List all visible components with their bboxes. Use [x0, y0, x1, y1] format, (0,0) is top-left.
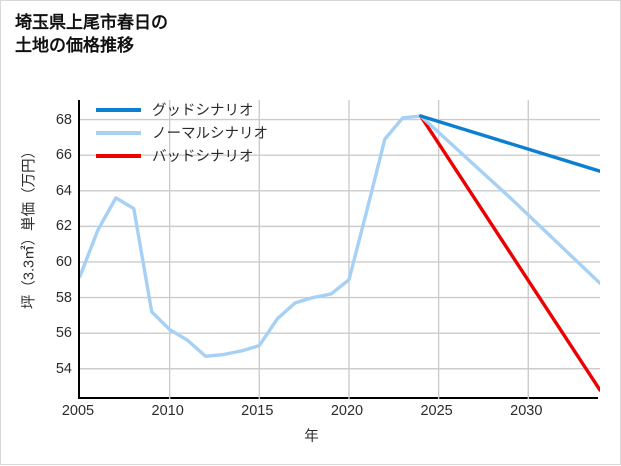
y-axis-tick-label: 68	[55, 111, 72, 128]
legend-label: バッドシナリオ	[152, 149, 254, 165]
y-axis-tick-label: 62	[55, 218, 72, 235]
series-line	[80, 114, 600, 358]
legend-label: ノーマルシナリオ	[152, 126, 268, 142]
series-line	[418, 114, 600, 173]
series-lines	[80, 114, 600, 392]
y-axis-tick-label: 54	[55, 360, 72, 377]
x-axis-tick-label: 2020	[330, 403, 364, 419]
x-axis-tick-label: 2025	[420, 403, 453, 419]
x-axis-tick-label: 2030	[510, 403, 543, 419]
legend-item-bad-scenario[interactable]: バッドシナリオ	[96, 144, 296, 167]
legend-label: グッドシナリオ	[152, 103, 254, 119]
legend: グッドシナリオ ノーマルシナリオ バッドシナリオ	[96, 98, 296, 167]
y-axis-tick-label: 60	[55, 253, 72, 270]
plot-area	[78, 100, 600, 399]
x-axis-tick-label: 2015	[241, 403, 274, 419]
x-axis-tick-label: 2010	[151, 403, 184, 419]
legend-color-swatch	[96, 107, 141, 112]
x-axis-tick-label: 2005	[61, 403, 95, 419]
legend-color-swatch	[96, 153, 141, 158]
legend-item-normal-scenario[interactable]: ノーマルシナリオ	[96, 121, 296, 144]
y-axis-tick-labels: 54 56 58 60 62 64 66 68	[38, 1, 72, 466]
page-title: 埼玉県上尾市春日の 土地の価格推移	[15, 13, 168, 56]
legend-item-good-scenario[interactable]: グッドシナリオ	[96, 98, 296, 121]
chart-canvas	[80, 100, 600, 399]
x-axis-title: 年	[304, 429, 319, 445]
series-line	[418, 114, 600, 392]
gridlines	[80, 100, 600, 399]
y-axis-tick-label: 58	[55, 289, 72, 306]
y-axis-tick-label: 66	[55, 147, 72, 164]
legend-color-swatch	[96, 130, 141, 135]
y-axis-tick-label: 56	[55, 325, 72, 342]
y-axis-title: 坪（3.3㎡）単価（万円）	[21, 143, 38, 310]
y-axis-tick-label: 64	[55, 182, 72, 199]
